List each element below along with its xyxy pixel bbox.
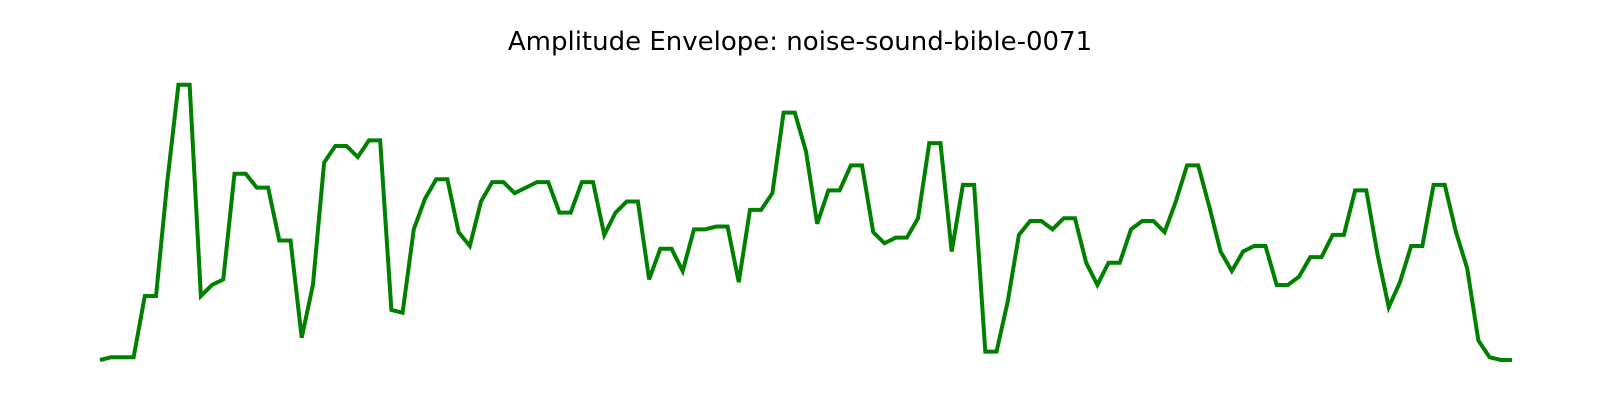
chart-title: Amplitude Envelope: noise-sound-bible-00…	[507, 27, 1093, 57]
plot-area	[99, 82, 1512, 362]
envelope-line	[99, 82, 1512, 362]
